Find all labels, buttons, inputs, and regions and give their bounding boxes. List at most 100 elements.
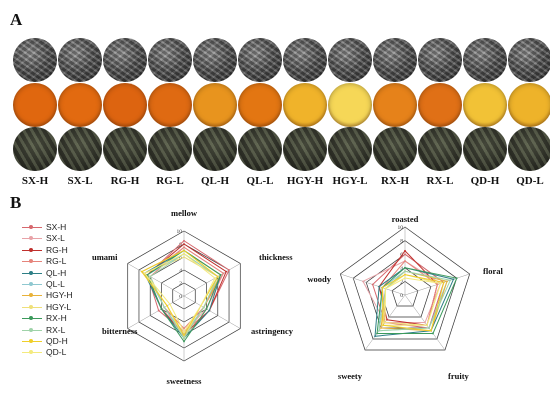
series-point (404, 249, 406, 252)
sample-label: HGY-H (286, 175, 324, 187)
series-point (183, 249, 185, 252)
series-point (166, 304, 169, 307)
legend-marker (29, 304, 33, 309)
series-point (202, 306, 205, 309)
legend-label: RX-H (46, 313, 67, 324)
dry-leaf-image (463, 38, 507, 82)
series-line (381, 274, 445, 332)
legend-label: SX-H (46, 222, 67, 232)
series-point (140, 270, 143, 273)
series-point (183, 252, 185, 255)
series-point (183, 246, 185, 249)
grid-ring (378, 267, 432, 318)
sample-label: QD-L (516, 175, 544, 187)
series-point (384, 321, 386, 324)
tick-label: 0 (400, 293, 403, 299)
legend-item: QL-H (20, 268, 98, 279)
series-point (183, 334, 185, 336)
axis-spoke (127, 263, 185, 297)
series-point (439, 282, 442, 285)
series-point (205, 308, 208, 310)
series-point (426, 324, 428, 327)
series-point (149, 275, 152, 278)
spent-leaf-image (238, 127, 282, 171)
series-point (381, 286, 384, 289)
dry-leaf-image (148, 38, 192, 82)
series-point (216, 275, 219, 278)
tea-infusion-image (148, 83, 192, 127)
series-point (199, 304, 202, 307)
legend-item: RG-L (20, 256, 98, 267)
series-point (219, 273, 222, 276)
sample-label: RG-L (156, 175, 184, 187)
series-point (183, 340, 185, 343)
sample-label: RX-L (426, 175, 454, 187)
legend-label: QD-L (46, 347, 67, 358)
axis-label: floral (483, 266, 503, 276)
panel-b-label: B (10, 193, 22, 212)
series-point (183, 249, 185, 252)
series-point (439, 282, 442, 285)
series-point (384, 321, 386, 324)
series-point (404, 273, 406, 276)
series-point (183, 330, 185, 333)
series-point (183, 249, 185, 252)
series-point (225, 270, 228, 273)
series-point (378, 285, 381, 288)
legend-item: RX-H (20, 313, 98, 324)
series-line (149, 246, 225, 330)
axis-label: roasted (392, 214, 419, 224)
series-point (442, 281, 445, 284)
axis-label: woody (307, 274, 331, 284)
tea-infusion-image (508, 83, 550, 127)
series-point (216, 275, 219, 278)
series-point (386, 318, 388, 321)
series-line (378, 250, 438, 326)
dry-leaf-image (193, 38, 237, 82)
series-point (183, 337, 185, 340)
series-point (183, 327, 185, 330)
series-point (199, 304, 202, 307)
series-point (169, 303, 171, 306)
series-point (404, 253, 406, 256)
dry-leaf-image (418, 38, 462, 82)
series-line (146, 240, 230, 333)
series-point (384, 321, 386, 324)
legend-item: HGY-H (20, 290, 98, 301)
series-point (183, 256, 185, 258)
series-line (378, 270, 451, 332)
series-point (183, 334, 185, 336)
legend-label: QD-H (46, 335, 68, 346)
sample-label: SX-H (21, 175, 49, 187)
tick-label: 4 (179, 268, 182, 274)
series-point (183, 334, 185, 336)
series-point (381, 286, 384, 289)
spent-leaf-image (58, 127, 102, 171)
series-point (436, 283, 439, 286)
axis-label: mellow (171, 208, 198, 218)
series-point (183, 239, 185, 242)
series-point (222, 272, 225, 275)
sample-label: HGY-L (332, 175, 368, 187)
series-point (378, 329, 380, 332)
series-point (183, 249, 185, 252)
series-point (449, 279, 452, 282)
series-line (146, 243, 227, 336)
legend-marker (29, 350, 33, 355)
axis-spoke (183, 295, 241, 329)
dry-leaf-image (103, 38, 147, 82)
series-point (436, 283, 439, 286)
tea-infusion-image (328, 83, 372, 127)
series-point (381, 286, 384, 289)
axis-spoke (340, 273, 406, 296)
series-line (374, 267, 455, 337)
tea-infusion-image (103, 83, 147, 127)
series-point (426, 324, 428, 327)
sample-label: RX-H (380, 175, 410, 187)
legend-item: HGY-L (20, 302, 98, 313)
series-point (149, 275, 152, 278)
series-point (208, 309, 211, 312)
series-point (426, 324, 428, 327)
series-point (426, 324, 428, 327)
